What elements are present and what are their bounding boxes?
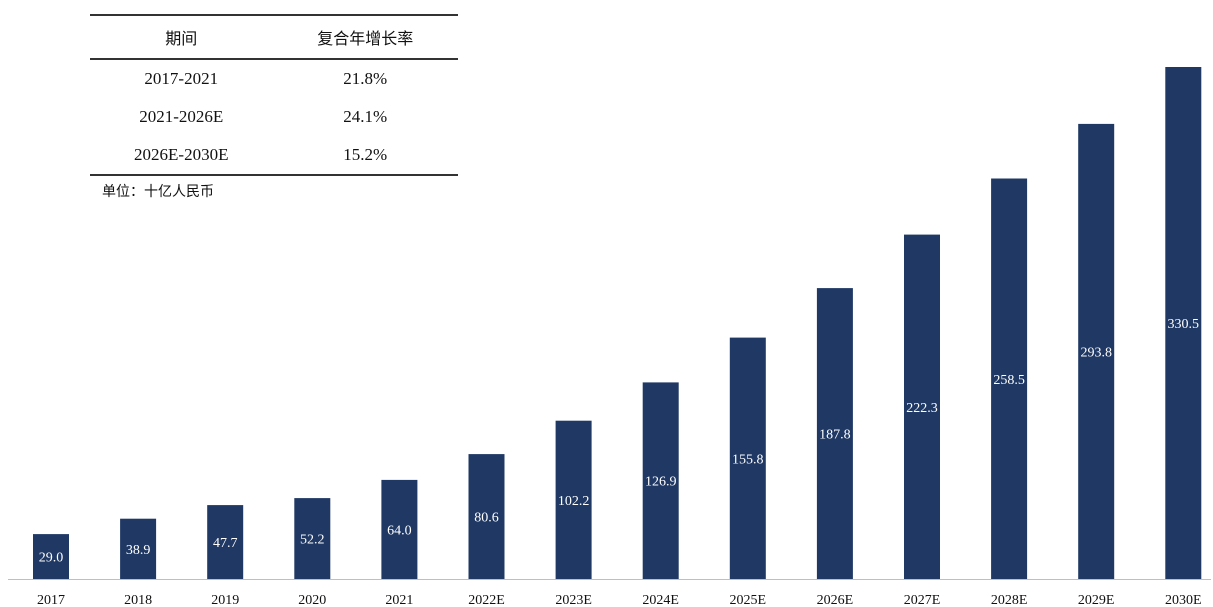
data-label-2020: 52.2 — [300, 533, 325, 548]
x-tick-label-2026E: 2026E — [817, 593, 854, 607]
x-tick-label-2027E: 2027E — [904, 593, 941, 607]
data-label-2021: 64.0 — [387, 523, 412, 538]
bar-2027E — [904, 234, 940, 579]
period-cell: 2017-2021 — [144, 69, 219, 88]
bar-2028E — [991, 178, 1028, 579]
bar-2017 — [33, 534, 69, 579]
x-tick-label-2020: 2020 — [298, 593, 326, 607]
bar-2024E — [642, 382, 679, 579]
cagr-table-header-row: 期间 复合年增长率 — [90, 14, 458, 60]
unit-note: 单位：十亿人民币 — [102, 184, 214, 200]
data-label-2029E: 293.8 — [1080, 345, 1112, 360]
data-label-2024E: 126.9 — [645, 475, 677, 490]
bar-2019 — [207, 505, 244, 579]
x-tick-label-2024E: 2024E — [642, 593, 679, 607]
data-label-2019: 47.7 — [213, 536, 238, 551]
x-tick-label-2029E: 2029E — [1078, 593, 1115, 607]
bar-2030E — [1165, 67, 1202, 579]
data-label-2017: 29.0 — [39, 551, 64, 566]
bar-2025E — [729, 337, 766, 579]
bar-2029E — [1078, 123, 1115, 580]
x-tick-label-2023E: 2023E — [555, 593, 592, 607]
cagr-table-header-cagr: 复合年增长率 — [272, 14, 458, 60]
x-tick-label-2021: 2021 — [385, 593, 413, 607]
cagr-cell: 21.8% — [343, 69, 388, 88]
period-cell: 2026E-2030E — [90, 136, 273, 176]
x-tick-label-2018: 2018 — [124, 593, 152, 607]
cagr-table-header-period: 期间 — [90, 14, 273, 60]
table-row: 2017-2021 21.8% — [90, 59, 458, 98]
period-cell: 2021-2026E — [139, 107, 224, 126]
data-label-2026E: 187.8 — [819, 428, 851, 443]
data-label-2025E: 155.8 — [732, 452, 764, 467]
data-label-2023E: 102.2 — [558, 494, 590, 509]
table-row: 2021-2026E 24.1% — [90, 98, 458, 136]
data-label-2030E: 330.5 — [1168, 317, 1200, 332]
x-tick-label-2017: 2017 — [37, 593, 65, 607]
data-label-2018: 38.9 — [126, 543, 151, 558]
cagr-table: 期间 复合年增长率 2017-2021 21.8% 2021-2026E 24.… — [90, 14, 458, 176]
data-label-2028E: 258.5 — [993, 373, 1025, 388]
bar-2021 — [381, 479, 418, 579]
x-tick-label-2028E: 2028E — [991, 593, 1028, 607]
cagr-cell: 24.1% — [343, 107, 388, 126]
bar-2020 — [294, 498, 331, 579]
x-tick-label-2030E: 2030E — [1165, 593, 1202, 607]
table-row: 2026E-2030E 15.2% — [90, 136, 458, 176]
cagr-cell: 15.2% — [272, 136, 458, 176]
bar-2022E — [468, 454, 505, 579]
x-tick-label-2025E: 2025E — [730, 593, 767, 607]
bar-2023E — [555, 420, 592, 579]
x-tick-label-2022E: 2022E — [468, 593, 505, 607]
data-label-2022E: 80.6 — [474, 511, 499, 526]
bar-2018 — [120, 518, 157, 579]
data-label-2027E: 222.3 — [906, 401, 938, 416]
x-tick-label-2019: 2019 — [211, 593, 239, 607]
bar-2026E — [816, 288, 853, 579]
